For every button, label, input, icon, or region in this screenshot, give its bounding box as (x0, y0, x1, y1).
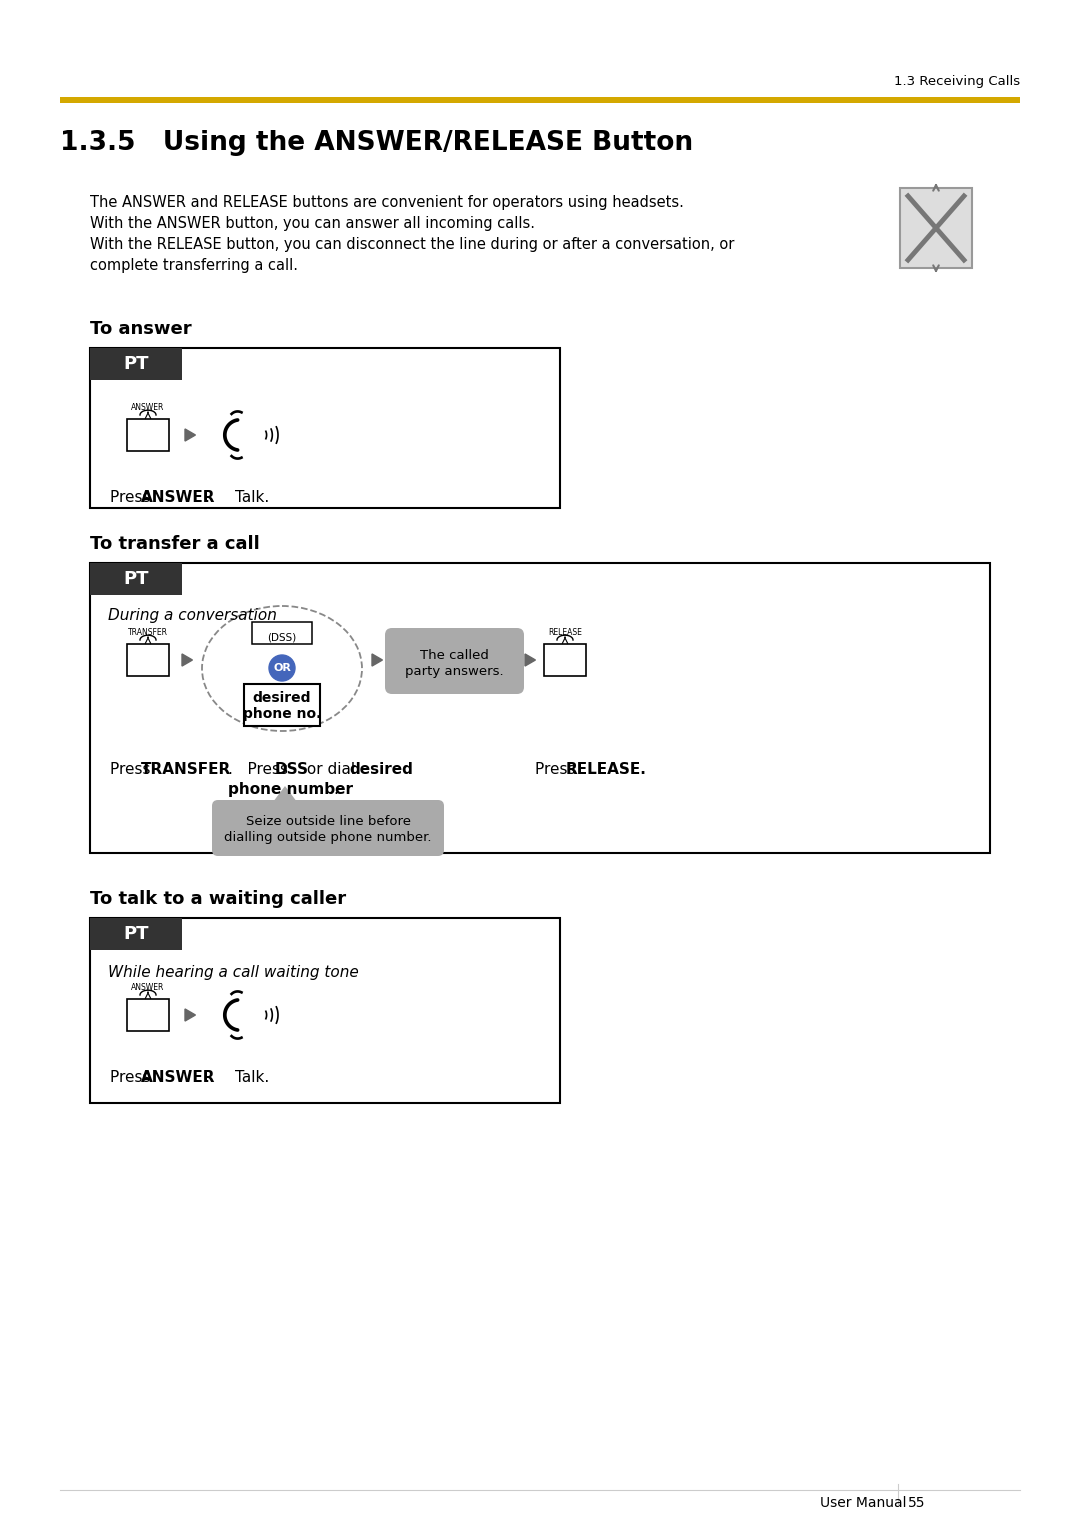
Text: 1.3.5   Using the ANSWER/RELEASE Button: 1.3.5 Using the ANSWER/RELEASE Button (60, 130, 693, 156)
Bar (90, 562, 183, 594)
Text: RELEASE.: RELEASE. (566, 762, 647, 778)
Text: 1.3 Receiving Calls: 1.3 Receiving Calls (894, 75, 1020, 89)
Text: ANSWER: ANSWER (132, 403, 164, 413)
Text: To transfer a call: To transfer a call (90, 535, 260, 553)
Text: RELEASE: RELEASE (548, 628, 582, 637)
Bar (90, 348, 561, 507)
Text: OR: OR (273, 663, 291, 672)
Polygon shape (270, 785, 300, 805)
Polygon shape (372, 654, 382, 666)
Polygon shape (185, 429, 195, 442)
Bar (900, 188, 972, 267)
Text: desired: desired (253, 691, 311, 704)
Text: ANSWER: ANSWER (132, 983, 164, 992)
Text: phone number: phone number (228, 782, 353, 798)
Text: PT: PT (123, 354, 149, 373)
Text: The called: The called (420, 649, 489, 662)
FancyBboxPatch shape (384, 628, 524, 694)
Text: phone no.: phone no. (243, 707, 321, 721)
Bar (127, 999, 168, 1031)
Text: To talk to a waiting caller: To talk to a waiting caller (90, 889, 346, 908)
Text: .: . (204, 1070, 208, 1085)
Text: Press: Press (110, 1070, 156, 1085)
Text: .: . (333, 782, 338, 798)
Text: While hearing a call waiting tone: While hearing a call waiting tone (108, 966, 359, 979)
Text: With the ANSWER button, you can answer all incoming calls.: With the ANSWER button, you can answer a… (90, 215, 535, 231)
Text: User Manual: User Manual (820, 1496, 906, 1510)
Text: TRANSFER: TRANSFER (141, 762, 231, 778)
Text: During a conversation: During a conversation (108, 608, 276, 623)
Bar (90, 562, 990, 853)
Text: (DSS): (DSS) (268, 633, 297, 643)
Text: .   Press: . Press (228, 762, 293, 778)
Polygon shape (525, 654, 536, 666)
Bar (90, 918, 561, 1103)
Text: Talk.: Talk. (235, 490, 269, 504)
Text: 55: 55 (908, 1496, 926, 1510)
Text: ANSWER: ANSWER (141, 1070, 216, 1085)
Text: desired: desired (349, 762, 413, 778)
Bar (90, 348, 183, 380)
Text: TRANSFER: TRANSFER (129, 628, 168, 637)
Text: Talk.: Talk. (235, 1070, 269, 1085)
Text: PT: PT (123, 924, 149, 943)
Text: With the RELEASE button, you can disconnect the line during or after a conversat: With the RELEASE button, you can disconn… (90, 237, 734, 252)
Text: To answer: To answer (90, 319, 191, 338)
Circle shape (269, 656, 295, 681)
Text: or dial: or dial (302, 762, 360, 778)
Text: ANSWER: ANSWER (141, 490, 216, 504)
Bar (252, 622, 312, 643)
Polygon shape (183, 654, 192, 666)
Polygon shape (185, 1008, 195, 1021)
Text: dialling outside phone number.: dialling outside phone number. (225, 831, 432, 843)
Text: Press: Press (535, 762, 580, 778)
Bar (544, 643, 586, 675)
Text: .: . (204, 490, 208, 504)
Text: complete transferring a call.: complete transferring a call. (90, 258, 298, 274)
Text: The ANSWER and RELEASE buttons are convenient for operators using headsets.: The ANSWER and RELEASE buttons are conve… (90, 196, 684, 209)
Bar (60, 96, 1020, 102)
Text: Press: Press (110, 490, 156, 504)
Text: Seize outside line before: Seize outside line before (245, 814, 410, 828)
Text: party answers.: party answers. (405, 665, 503, 678)
Bar (90, 918, 183, 950)
Bar (127, 643, 168, 675)
FancyBboxPatch shape (212, 801, 444, 856)
Bar (244, 685, 320, 726)
Bar (127, 419, 168, 451)
Text: PT: PT (123, 570, 149, 588)
Text: DSS: DSS (275, 762, 309, 778)
Text: Press: Press (110, 762, 156, 778)
